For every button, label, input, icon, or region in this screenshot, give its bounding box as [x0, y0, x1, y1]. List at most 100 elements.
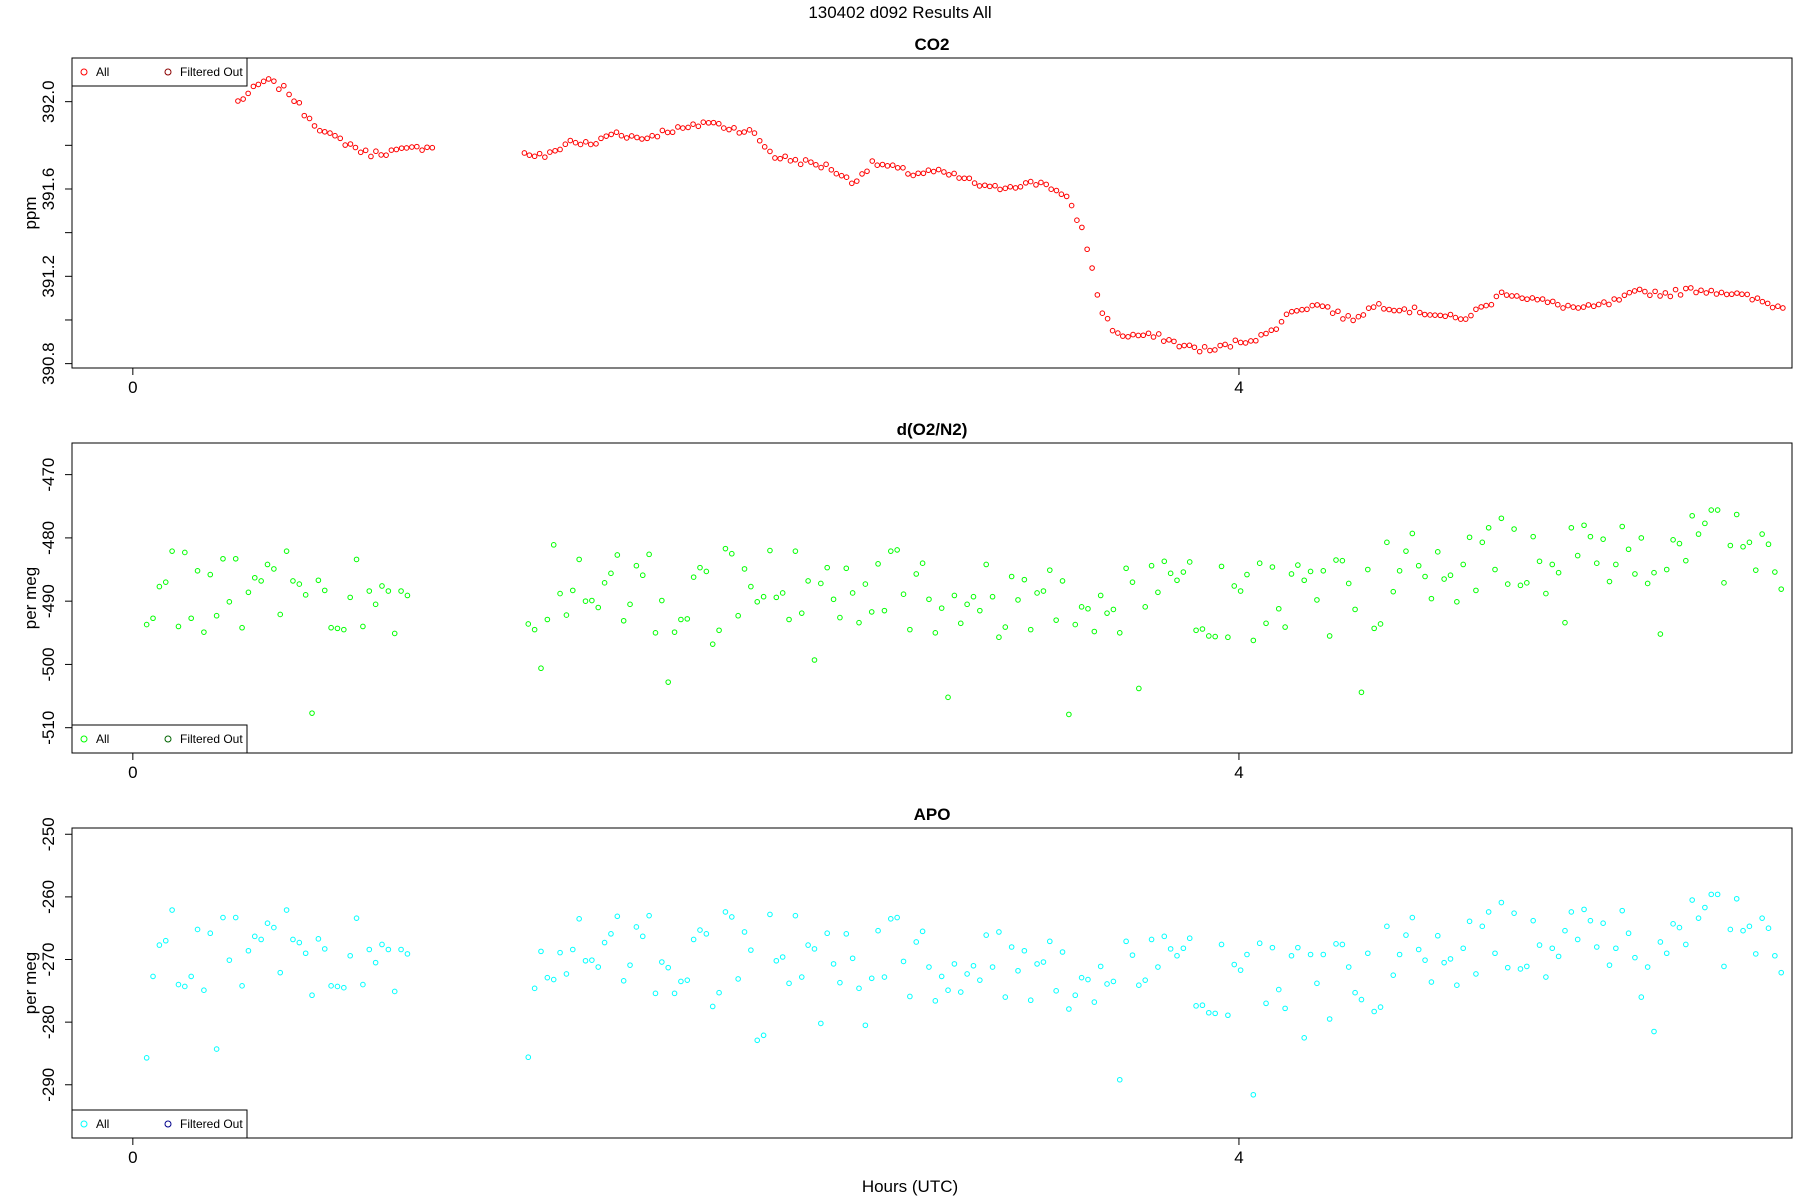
data-point [614, 552, 621, 558]
data-point [1677, 292, 1684, 298]
data-point [608, 570, 614, 577]
data-point [710, 119, 717, 126]
data-point [550, 542, 557, 548]
data-point [900, 958, 907, 965]
data-point [1293, 308, 1300, 314]
data-point [919, 560, 926, 567]
data-point [862, 581, 869, 587]
data-point [1058, 191, 1065, 198]
data-point [1068, 202, 1075, 209]
data-point [1687, 285, 1694, 291]
panel-title: CO2 [915, 35, 950, 54]
y-axis-label: ppm [21, 196, 40, 229]
data-point [169, 548, 175, 554]
data-point [1212, 1010, 1218, 1017]
data-point [1283, 311, 1290, 318]
data-point [1657, 939, 1664, 945]
data-point [188, 973, 194, 980]
data-point [1550, 298, 1556, 305]
data-point [1698, 287, 1704, 294]
data-point [1250, 637, 1257, 644]
data-point [913, 571, 920, 577]
data-point [907, 993, 913, 1000]
data-point [1652, 288, 1658, 295]
data-point [251, 933, 258, 940]
data-point [156, 583, 163, 590]
data-point [741, 566, 748, 572]
data-point [1606, 962, 1613, 968]
data-point [1683, 557, 1689, 564]
data-point [735, 976, 741, 982]
data-point [321, 946, 328, 952]
data-point [525, 1054, 532, 1061]
data-point [1468, 312, 1474, 319]
data-point [983, 932, 989, 938]
data-point [1663, 566, 1670, 573]
data-point [424, 144, 430, 151]
data-point [1123, 938, 1129, 945]
data-point [296, 581, 303, 587]
data-point [1714, 507, 1721, 513]
data-point [1492, 950, 1498, 957]
data-point [1148, 562, 1155, 569]
data-point [337, 135, 344, 142]
data-point [1161, 558, 1168, 565]
data-point [1218, 941, 1225, 948]
data-point [1574, 552, 1581, 559]
plot-frame [71, 827, 1793, 1139]
data-point [194, 926, 201, 933]
data-point [864, 168, 870, 175]
data-point [1232, 337, 1239, 344]
data-point [1590, 303, 1597, 310]
data-point [639, 136, 645, 142]
data-point [777, 155, 783, 162]
data-point [1600, 536, 1606, 542]
data-point [1764, 300, 1771, 307]
data-point [1027, 626, 1034, 633]
data-point [773, 957, 780, 964]
data-point [726, 126, 732, 133]
data-point [1517, 966, 1524, 972]
data-point [201, 629, 207, 635]
data-point [569, 946, 576, 953]
data-point [1207, 347, 1213, 354]
data-point [838, 172, 845, 179]
data-point [798, 974, 805, 980]
data-point [1632, 571, 1638, 577]
data-point [1365, 566, 1371, 573]
data-point [1218, 563, 1225, 570]
data-point [277, 969, 284, 976]
data-point [296, 99, 303, 106]
legend-box [71, 724, 248, 754]
data-point [239, 624, 245, 631]
data-point [360, 623, 366, 630]
data-point [250, 83, 257, 90]
data-point [837, 979, 843, 986]
data-point [391, 988, 398, 995]
data-point [709, 1003, 716, 1010]
data-point [1130, 331, 1136, 338]
data-point [639, 572, 646, 579]
data-point [404, 951, 411, 957]
data-point [989, 964, 996, 970]
data-point [1778, 969, 1785, 976]
data-point [1115, 330, 1121, 336]
data-point [1324, 304, 1331, 310]
data-point [536, 150, 543, 157]
x-tick-label: 4 [1234, 378, 1243, 397]
data-point [1053, 617, 1059, 623]
data-point [1129, 952, 1136, 958]
data-point [1269, 944, 1276, 951]
data-point [1008, 944, 1015, 950]
data-point [1511, 910, 1517, 916]
data-point [1066, 1006, 1072, 1012]
data-point [1155, 589, 1161, 596]
data-point [728, 550, 735, 557]
data-point [697, 927, 703, 933]
data-point [1022, 180, 1029, 186]
data-point [1562, 619, 1568, 626]
data-point [966, 175, 973, 182]
data-point [690, 121, 696, 127]
data-point [1683, 941, 1689, 948]
data-point [1282, 1005, 1288, 1012]
